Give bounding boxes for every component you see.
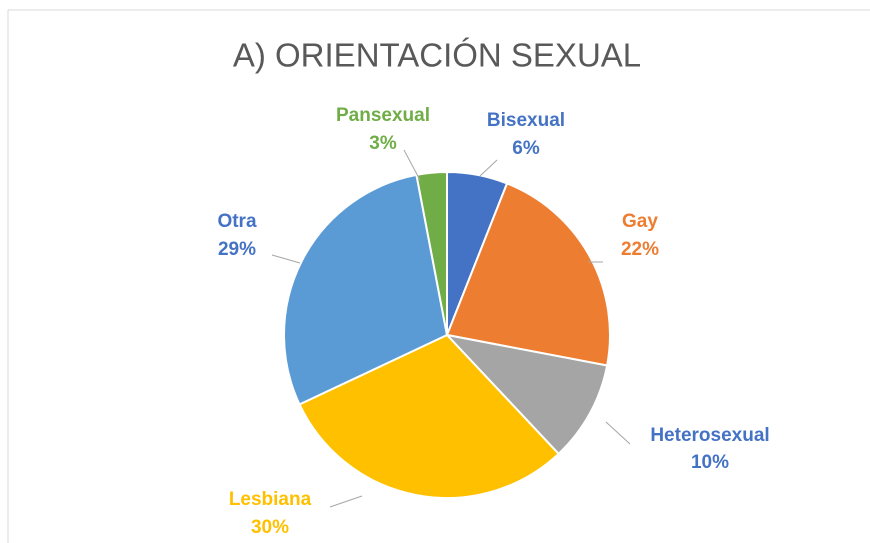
- slice-value: 6%: [512, 138, 540, 159]
- leader-line: [605, 421, 631, 445]
- slice-label: Bisexual: [487, 110, 565, 131]
- leader-line: [329, 495, 363, 508]
- leader-line: [403, 149, 421, 181]
- leader-line: [479, 159, 498, 177]
- slice-value: 29%: [218, 239, 256, 260]
- pie-slice: [298, 333, 560, 499]
- slice-value: 10%: [691, 452, 729, 473]
- slice-label: Pansexual: [336, 105, 430, 126]
- slice-value: 3%: [369, 133, 397, 154]
- leader-line: [271, 254, 301, 264]
- chart-title: A) ORIENTACIÓN SEXUAL: [233, 37, 641, 74]
- pie-slice: [444, 333, 609, 456]
- pie-slice: [283, 173, 449, 406]
- pie-slice: [415, 170, 448, 336]
- slice-label: Gay: [622, 211, 658, 232]
- slice-label: Heterosexual: [650, 425, 769, 446]
- slice-label: Lesbiana: [229, 489, 312, 510]
- slice-value: 22%: [621, 239, 659, 260]
- slice-label: Otra: [217, 211, 257, 232]
- pie-slice: [445, 182, 611, 367]
- slice-value: 30%: [251, 517, 289, 538]
